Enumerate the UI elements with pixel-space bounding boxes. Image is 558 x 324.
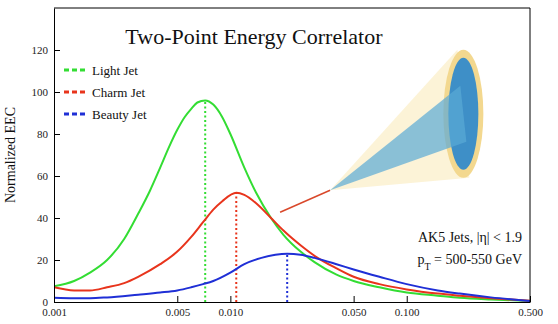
- x-axis-line: [55, 302, 531, 303]
- legend-entry: Light Jet: [64, 63, 138, 78]
- y-tick: 20: [37, 254, 60, 266]
- legend-swatch: [64, 91, 86, 94]
- series-line: [54, 193, 530, 301]
- y-tick: 0: [43, 296, 61, 308]
- y-axis-title: Normalized EEC: [3, 107, 18, 203]
- legend: Light Jet Charm Jet Beauty Jet: [64, 63, 147, 122]
- x-tick: 0.500: [518, 296, 543, 318]
- x-tick-mark: [354, 296, 355, 302]
- x-tick: 0.050: [342, 296, 367, 318]
- jet-core: [330, 86, 466, 190]
- legend-swatch: [64, 69, 86, 72]
- y-tick-label: 0: [43, 296, 49, 308]
- x-tick-mark: [230, 296, 231, 302]
- y-tick: 120: [32, 44, 61, 56]
- annotation: AK5 Jets, |η| < 1.9: [418, 230, 522, 245]
- y-tick-label: 120: [32, 44, 49, 56]
- chart-title: Two-Point Energy Correlator: [125, 24, 383, 49]
- series-line: [54, 100, 530, 301]
- jet-parton: [280, 190, 330, 212]
- frame-right: [530, 8, 531, 302]
- plot-area: 0.0010.0050.0100.0500.1000.5000204060801…: [32, 8, 544, 318]
- y-tick-label: 40: [37, 212, 49, 224]
- legend-label: Charm Jet: [92, 85, 145, 100]
- y-tick-label: 80: [37, 128, 49, 140]
- x-tick-label: 0.500: [518, 306, 543, 318]
- y-tick: 100: [32, 86, 61, 98]
- peak-line: [286, 254, 288, 302]
- jet-cone: [330, 50, 469, 190]
- legend-entry: Beauty Jet: [64, 107, 147, 122]
- y-tick: 40: [37, 212, 60, 224]
- y-tick-mark: [54, 176, 60, 177]
- legend-swatch: [64, 113, 86, 116]
- jet-illustration: [280, 50, 483, 212]
- y-tick-mark: [54, 218, 60, 219]
- y-tick-label: 20: [37, 254, 49, 266]
- y-tick-mark: [54, 134, 60, 135]
- annotations: AK5 Jets, |η| < 1.9 pT = 500-550 GeV: [417, 230, 522, 272]
- legend-label: Beauty Jet: [92, 107, 147, 122]
- peak-line: [235, 193, 237, 302]
- chart: 0.0010.0050.0100.0500.1000.5000204060801…: [0, 0, 558, 324]
- x-tick-label: 0.005: [165, 306, 190, 318]
- legend-entry: Charm Jet: [64, 85, 145, 100]
- peak-line: [204, 100, 206, 302]
- y-tick-mark: [54, 50, 60, 51]
- x-tick-label: 0.010: [218, 306, 243, 318]
- x-tick: 0.010: [218, 296, 243, 318]
- y-tick-mark: [54, 260, 60, 261]
- series-group: [54, 100, 530, 302]
- legend-label: Light Jet: [92, 63, 138, 78]
- x-axis: 0.0010.0050.0100.0500.1000.500: [42, 296, 543, 318]
- x-tick-mark: [407, 296, 408, 302]
- x-tick-mark: [177, 296, 178, 302]
- x-tick-label: 0.050: [342, 306, 367, 318]
- y-tick-mark: [54, 92, 60, 93]
- y-tick-label: 60: [37, 170, 49, 182]
- x-tick-label: 0.100: [395, 306, 420, 318]
- y-axis: 0 20 40 60 80 100 120: [32, 9, 61, 309]
- y-tick: 80: [37, 128, 60, 140]
- x-tick: 0.100: [395, 296, 420, 318]
- y-axis-line: [54, 9, 55, 303]
- frame-top: [54, 8, 530, 9]
- x-tick: 0.005: [165, 296, 190, 318]
- y-tick-mark: [54, 302, 60, 303]
- annotation: pT = 500-550 GeV: [417, 252, 522, 272]
- y-tick-label: 100: [32, 86, 49, 98]
- y-tick: 60: [37, 170, 60, 182]
